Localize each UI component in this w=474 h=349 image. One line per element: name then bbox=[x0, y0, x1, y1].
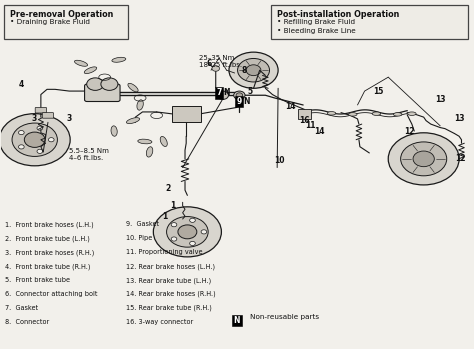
Text: 10. Pipe: 10. Pipe bbox=[126, 235, 152, 241]
FancyBboxPatch shape bbox=[299, 109, 311, 119]
Text: 16: 16 bbox=[300, 116, 310, 125]
Ellipse shape bbox=[111, 126, 117, 136]
Text: 5.  Front brake tube: 5. Front brake tube bbox=[5, 277, 71, 283]
Text: 13: 13 bbox=[435, 95, 446, 104]
Text: 5: 5 bbox=[248, 87, 253, 96]
Text: 1.  Front brake hoses (L.H.): 1. Front brake hoses (L.H.) bbox=[5, 221, 94, 228]
Text: 13. Rear brake tube (L.H.): 13. Rear brake tube (L.H.) bbox=[126, 277, 211, 283]
Text: 3: 3 bbox=[67, 114, 72, 124]
Circle shape bbox=[0, 114, 70, 166]
FancyBboxPatch shape bbox=[3, 5, 128, 39]
Circle shape bbox=[413, 151, 434, 167]
Text: N: N bbox=[244, 97, 250, 106]
Ellipse shape bbox=[138, 139, 152, 144]
Circle shape bbox=[236, 93, 243, 98]
Circle shape bbox=[388, 133, 459, 185]
Ellipse shape bbox=[128, 83, 138, 92]
Circle shape bbox=[246, 65, 261, 76]
Circle shape bbox=[178, 225, 197, 239]
Ellipse shape bbox=[327, 112, 336, 115]
Ellipse shape bbox=[127, 118, 140, 124]
Ellipse shape bbox=[160, 136, 167, 147]
Circle shape bbox=[48, 138, 54, 142]
Circle shape bbox=[12, 123, 57, 156]
Text: 25–35 Nm
18–25 ft.lbs.: 25–35 Nm 18–25 ft.lbs. bbox=[199, 54, 242, 68]
Text: 11: 11 bbox=[305, 121, 316, 130]
Circle shape bbox=[37, 149, 43, 154]
Text: 15: 15 bbox=[374, 87, 384, 96]
FancyBboxPatch shape bbox=[172, 106, 201, 122]
Text: 2: 2 bbox=[166, 184, 171, 193]
Text: 4.  Front brake tube (R.H.): 4. Front brake tube (R.H.) bbox=[5, 263, 91, 270]
Circle shape bbox=[18, 145, 24, 149]
Circle shape bbox=[212, 66, 219, 71]
Text: 12: 12 bbox=[455, 154, 465, 163]
Circle shape bbox=[87, 78, 104, 90]
Text: 12: 12 bbox=[404, 127, 415, 135]
Text: • Refilling Brake Fluid: • Refilling Brake Fluid bbox=[277, 19, 355, 25]
Text: 14: 14 bbox=[285, 102, 295, 111]
Ellipse shape bbox=[74, 60, 88, 66]
Circle shape bbox=[154, 207, 221, 257]
Text: 2.  Front brake tube (L.H.): 2. Front brake tube (L.H.) bbox=[5, 235, 90, 242]
Ellipse shape bbox=[393, 113, 402, 116]
FancyBboxPatch shape bbox=[271, 5, 468, 39]
Text: 4: 4 bbox=[19, 80, 24, 89]
Text: 12. Rear brake hoses (L.H.): 12. Rear brake hoses (L.H.) bbox=[126, 263, 215, 270]
Text: 3: 3 bbox=[31, 114, 36, 124]
Ellipse shape bbox=[112, 57, 126, 62]
Text: 14: 14 bbox=[314, 127, 325, 135]
Text: 1: 1 bbox=[171, 201, 176, 210]
Text: 7: 7 bbox=[216, 88, 222, 97]
Circle shape bbox=[190, 242, 195, 245]
Circle shape bbox=[37, 126, 43, 130]
Text: 6: 6 bbox=[206, 59, 211, 68]
Text: 9: 9 bbox=[237, 97, 242, 106]
Circle shape bbox=[171, 237, 177, 241]
Ellipse shape bbox=[84, 67, 97, 74]
Text: 3.  Front brake hoses (R.H.): 3. Front brake hoses (R.H.) bbox=[5, 249, 95, 256]
FancyBboxPatch shape bbox=[42, 113, 54, 118]
Ellipse shape bbox=[372, 112, 381, 116]
Circle shape bbox=[217, 91, 228, 99]
Text: Pre-removal Operation: Pre-removal Operation bbox=[9, 10, 113, 19]
Text: 1: 1 bbox=[163, 212, 168, 221]
Text: 6.  Connector attaching bolt: 6. Connector attaching bolt bbox=[5, 291, 98, 297]
Circle shape bbox=[201, 230, 207, 234]
Text: 10: 10 bbox=[274, 156, 285, 165]
Circle shape bbox=[401, 142, 447, 176]
FancyBboxPatch shape bbox=[84, 84, 120, 102]
Text: N: N bbox=[223, 88, 230, 97]
Text: 16. 3-way connector: 16. 3-way connector bbox=[126, 319, 193, 325]
Text: 8.  Connector: 8. Connector bbox=[5, 319, 50, 325]
Circle shape bbox=[101, 78, 118, 90]
Circle shape bbox=[171, 223, 177, 227]
Text: • Bleeding Brake Line: • Bleeding Brake Line bbox=[277, 28, 356, 34]
Circle shape bbox=[190, 218, 195, 222]
Circle shape bbox=[24, 132, 45, 147]
Text: N: N bbox=[234, 316, 240, 325]
Text: 13: 13 bbox=[454, 114, 465, 124]
Text: 5.5–8.5 Nm
4–6 ft.lbs.: 5.5–8.5 Nm 4–6 ft.lbs. bbox=[69, 148, 109, 162]
Text: • Draining Brake Fluid: • Draining Brake Fluid bbox=[9, 19, 90, 25]
Text: 8: 8 bbox=[241, 66, 247, 75]
Text: 15. Rear brake tube (R.H.): 15. Rear brake tube (R.H.) bbox=[126, 305, 212, 311]
Circle shape bbox=[229, 52, 278, 88]
Text: 14. Rear brake hoses (R.H.): 14. Rear brake hoses (R.H.) bbox=[126, 291, 216, 297]
Ellipse shape bbox=[408, 112, 416, 116]
Text: 7.  Gasket: 7. Gasket bbox=[5, 305, 38, 311]
Circle shape bbox=[237, 59, 270, 82]
Circle shape bbox=[18, 131, 24, 135]
Circle shape bbox=[166, 217, 208, 247]
Text: 11. Proportioning valve: 11. Proportioning valve bbox=[126, 249, 202, 255]
Ellipse shape bbox=[146, 147, 153, 157]
FancyBboxPatch shape bbox=[35, 107, 46, 113]
Ellipse shape bbox=[137, 100, 143, 110]
Text: Post-installation Operation: Post-installation Operation bbox=[277, 10, 399, 19]
Text: Non-reusable parts: Non-reusable parts bbox=[250, 314, 319, 320]
Ellipse shape bbox=[348, 113, 357, 116]
Circle shape bbox=[234, 91, 245, 99]
Text: 9.  Gasket: 9. Gasket bbox=[126, 221, 159, 228]
